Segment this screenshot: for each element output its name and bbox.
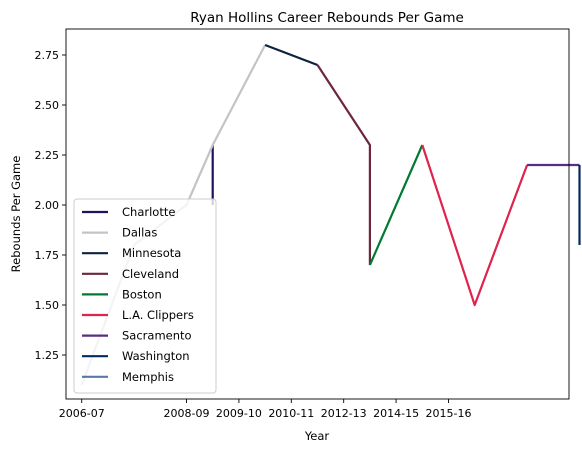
y-axis: 1.25 1.50 1.75 2.00 2.25 2.50 2.75 (35, 49, 66, 362)
x-tick-label: 2015-16 (426, 407, 472, 420)
legend: Charlotte Dallas Minnesota Cleveland Boston L… (73, 198, 217, 394)
series-line-minnesota (264, 43, 318, 67)
legend-label: L.A. Clippers (122, 308, 194, 322)
y-tick-label: 1.25 (35, 349, 60, 362)
y-tick-label: 2.00 (35, 199, 60, 212)
y-tick-label: 1.50 (35, 299, 60, 312)
x-tick-label: 2012-13 (321, 407, 367, 420)
x-tick-label: 2008-09 (164, 407, 210, 420)
legend-label: Memphis (122, 370, 174, 384)
legend-box (73, 198, 217, 394)
legend-label: Minnesota (122, 246, 181, 260)
y-axis-label: Rebounds Per Game (9, 156, 23, 273)
series-line-cleveland (316, 64, 371, 265)
y-tick-label: 2.75 (35, 49, 60, 62)
x-axis: 2006-07 2008-09 2009-10 2010-11 2012-13 2014-… (59, 399, 472, 420)
legend-label: Cleveland (122, 267, 179, 281)
x-axis-label: Year (304, 429, 330, 443)
legend-label: Sacramento (122, 329, 192, 343)
x-tick-label: 2009-10 (216, 407, 262, 420)
legend-label: Washington (122, 349, 190, 363)
y-tick-label: 2.50 (35, 99, 60, 112)
series-line-boston (368, 144, 424, 266)
y-tick-label: 1.75 (35, 249, 60, 262)
chart-title: Ryan Hollins Career Rebounds Per Game (190, 10, 464, 26)
legend-label: Charlotte (122, 205, 175, 219)
series-line-l-a-clippers (421, 144, 529, 307)
x-tick-label: 2006-07 (59, 407, 105, 420)
legend-label: Boston (122, 287, 162, 301)
plot-frame (65, 28, 570, 400)
x-tick-label: 2014-15 (373, 407, 419, 420)
y-tick-label: 2.25 (35, 149, 60, 162)
x-tick-label: 2010-11 (268, 407, 314, 420)
legend-label: Dallas (122, 226, 157, 240)
